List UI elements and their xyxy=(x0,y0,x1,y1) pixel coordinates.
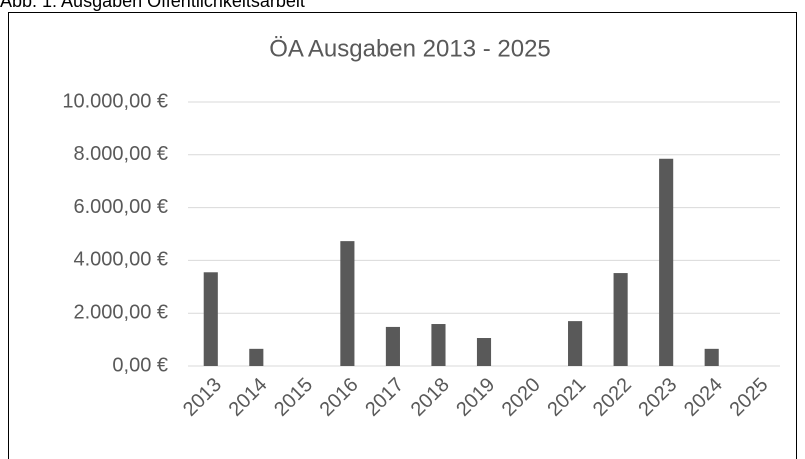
chart-title: ÖA Ausgaben 2013 - 2025 xyxy=(269,35,551,62)
bar xyxy=(568,321,583,366)
bar xyxy=(203,272,218,366)
bar xyxy=(613,273,628,366)
caption: Abb. 1: Ausgaben Öffentlichkeitsarbeit xyxy=(0,0,305,11)
y-tick-label: 4.000,00 € xyxy=(73,249,168,271)
bar xyxy=(340,241,355,366)
bar xyxy=(431,324,446,366)
bar xyxy=(385,326,400,366)
bar xyxy=(476,338,492,366)
y-tick-label: 2.000,00 € xyxy=(73,301,168,323)
y-tick-label: 0,00 € xyxy=(112,354,168,376)
bar xyxy=(249,348,264,366)
y-tick-label: 10.000,00 € xyxy=(62,90,168,112)
bar xyxy=(659,158,674,366)
y-tick-label: 6.000,00 € xyxy=(73,196,168,218)
y-tick-label: 8.000,00 € xyxy=(73,143,168,165)
bar xyxy=(704,348,719,366)
